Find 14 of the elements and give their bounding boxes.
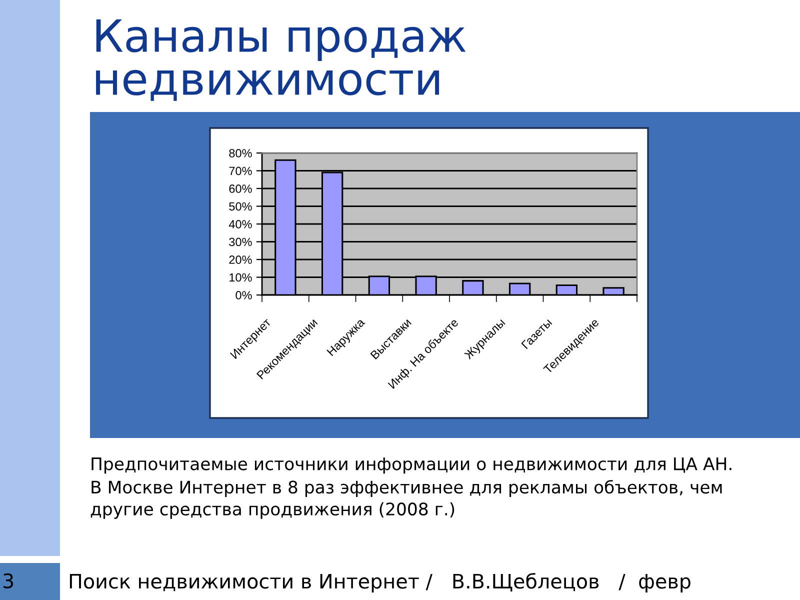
text: 3: [4, 573, 14, 588]
chart-title: Каналы продаж недвижимости: [96, 19, 466, 101]
y-tick-label: 50%: [229, 202, 252, 211]
y-tick-label: 70%: [229, 166, 252, 176]
y-tick-label: 30%: [229, 238, 252, 246]
text: Предпочитаемые источники информации о недвижимости для ЦА АН.: [92, 458, 732, 474]
y-tick-label: 80%: [229, 149, 252, 158]
y-tick-label: 20%: [229, 256, 252, 264]
y-tick-label: 60%: [229, 184, 252, 193]
y-tick-label: 40%: [228, 220, 252, 228]
y-tick-label: 0%: [236, 291, 252, 300]
text: В Москве Интернет в 8 раз эффективнее для рекламы объектов, чем другие средства продвижения (2008 г.): [90, 480, 722, 519]
y-tick-label: 10%: [230, 273, 252, 282]
text: Поиск недвижимости в Интернет / В.В.Щеблецов / февр: [70, 573, 690, 593]
